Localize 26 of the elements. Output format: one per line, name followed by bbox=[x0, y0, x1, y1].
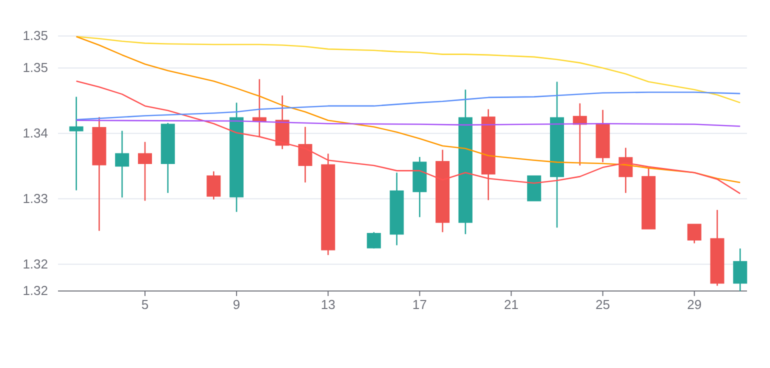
y-tick-label: 1.33 bbox=[22, 190, 48, 206]
x-tick-label: 13 bbox=[320, 297, 336, 312]
candlestick bbox=[69, 96, 84, 191]
candlestick bbox=[733, 248, 748, 292]
x-tick-label: 17 bbox=[412, 297, 427, 312]
candlestick bbox=[206, 170, 221, 200]
candlestick bbox=[687, 224, 702, 244]
candlestick bbox=[138, 141, 152, 202]
x-tick-label: 25 bbox=[596, 297, 610, 312]
y-tick-label: 1.35 bbox=[22, 60, 48, 76]
line-series bbox=[76, 92, 741, 120]
x-tick-label: 29 bbox=[687, 297, 702, 312]
line-series bbox=[76, 36, 741, 104]
x-tick-label: 5 bbox=[141, 297, 149, 312]
candlestick bbox=[115, 130, 130, 198]
y-tick-label: 1.34 bbox=[22, 126, 48, 141]
x-tick-label: 9 bbox=[232, 297, 240, 312]
line-series bbox=[76, 80, 741, 194]
y-tick-label: 1.32 bbox=[22, 283, 48, 298]
candlestick bbox=[298, 126, 312, 184]
x-tick-label: 21 bbox=[504, 297, 518, 312]
candlestick bbox=[252, 78, 266, 138]
y-tick-label: 1.35 bbox=[22, 28, 48, 44]
candlestick bbox=[366, 232, 381, 250]
y-tick-label: 1.32 bbox=[22, 256, 48, 272]
line-series bbox=[76, 36, 741, 184]
